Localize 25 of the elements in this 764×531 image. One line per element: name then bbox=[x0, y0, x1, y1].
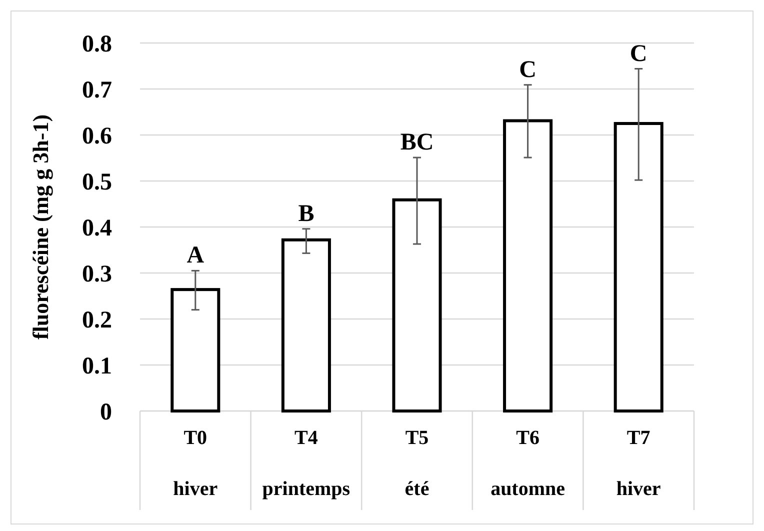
y-tick-label: 0.6 bbox=[82, 123, 112, 150]
category-label: T6 automne bbox=[490, 427, 566, 500]
annotation: A bbox=[186, 242, 205, 269]
y-axis-title: fluorescéine (mg g 3h-1) bbox=[28, 114, 53, 340]
annotation: B bbox=[298, 200, 314, 227]
y-tick-label: 0.4 bbox=[82, 215, 112, 242]
category-label: T0 hiver bbox=[173, 427, 218, 500]
y-tick-label: 0.5 bbox=[82, 169, 112, 196]
bar bbox=[170, 288, 220, 412]
y-tick-label: 0 bbox=[100, 399, 112, 426]
y-tick-label: 0.7 bbox=[82, 77, 112, 104]
y-tick-label: 0.3 bbox=[82, 261, 112, 288]
y-tick-label: 0.1 bbox=[82, 353, 112, 380]
bar bbox=[614, 122, 664, 412]
category-label: T7 hiver bbox=[616, 427, 661, 500]
bar bbox=[281, 238, 331, 412]
annotation: C bbox=[519, 56, 536, 83]
annotation: C bbox=[630, 40, 648, 67]
y-tick-label: 0.8 bbox=[82, 31, 112, 58]
annotation: BC bbox=[400, 130, 434, 156]
y-tick-label: 0.2 bbox=[82, 307, 112, 334]
category-label: T5 été bbox=[404, 427, 430, 500]
category-label: T4 printemps bbox=[262, 427, 350, 500]
bar bbox=[503, 119, 553, 412]
bar bbox=[392, 198, 442, 412]
